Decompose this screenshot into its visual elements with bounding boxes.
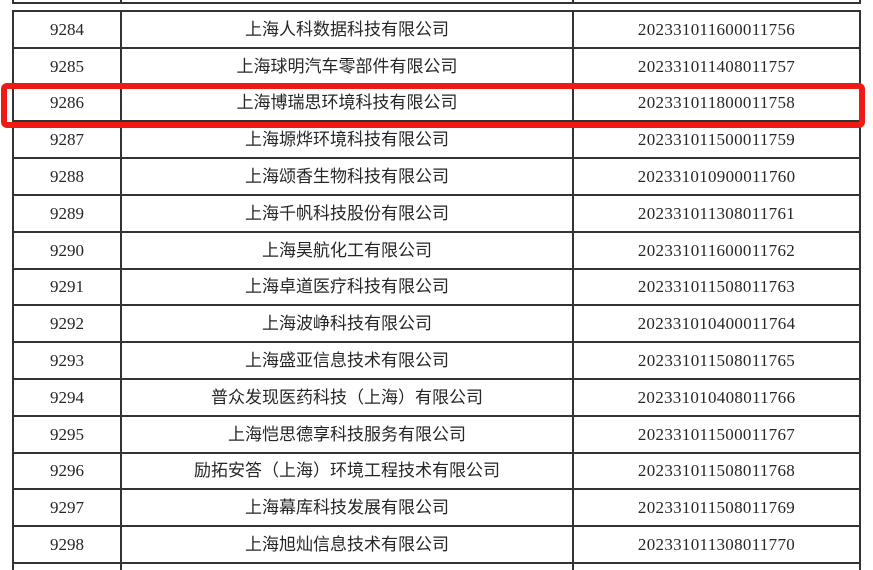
table-row: 9286 上海博瑞思环境科技有限公司 202331011800011758 <box>1 82 865 129</box>
row-index-cell: 9292 <box>14 306 122 342</box>
company-name-cell: 上海千帆科技股份有限公司 <box>122 195 574 231</box>
company-name-cell: 上海球明汽车零部件有限公司 <box>122 48 574 84</box>
company-name-cell: 上海昊航化工有限公司 <box>122 232 574 268</box>
table-row: 9294 普众发现医药科技（上海）有限公司 202331010408011766 <box>12 379 861 417</box>
next-row-border-stub <box>12 563 861 570</box>
table-row: 9292 上海波峥科技有限公司 202331010400011764 <box>12 306 861 344</box>
row-index-cell: 9296 <box>14 453 122 489</box>
previous-row-bottom-line <box>12 2 861 4</box>
previous-row-border-stub <box>12 0 861 2</box>
table-row: 9291 上海卓道医疗科技有限公司 202331011508011763 <box>12 269 861 307</box>
registration-number-cell: 202331011800011758 <box>637 93 796 113</box>
table-row: 9295 上海恺思德享科技服务有限公司 202331011500011767 <box>12 416 861 454</box>
table-row: 9298 上海旭灿信息技术有限公司 202331011308011770 <box>12 527 861 564</box>
company-name-cell: 上海盛亚信息技术有限公司 <box>122 343 574 378</box>
registration-number-cell: 202331011500011767 <box>637 424 796 444</box>
company-table-body: 9284 上海人科数据科技有限公司 202331011600011756 928… <box>1 10 865 564</box>
row-index-cell: 9285 <box>14 48 122 84</box>
company-name-cell: 上海波峥科技有限公司 <box>122 306 574 342</box>
row-index-cell: 9284 <box>14 12 122 47</box>
table-row: 9289 上海千帆科技股份有限公司 202331011308011761 <box>12 195 861 233</box>
company-name-cell: 上海幕库科技发展有限公司 <box>122 490 574 526</box>
row-index-cell: 9290 <box>14 232 122 268</box>
registration-number-cell: 202331010900011760 <box>637 167 796 187</box>
registration-number-cell: 202331010400011764 <box>637 314 796 334</box>
row-gap <box>12 4 861 10</box>
row-index-cell: 9295 <box>14 416 122 452</box>
company-name-cell: 上海人科数据科技有限公司 <box>122 12 574 47</box>
registration-number-cell: 202331011308011761 <box>637 203 796 223</box>
table-row: 9285 上海球明汽车零部件有限公司 202331011408011757 <box>12 48 861 86</box>
company-name-cell: 上海塬烨环境科技有限公司 <box>122 122 574 158</box>
registration-number-cell: 202331011508011765 <box>637 351 796 371</box>
table-row: 9297 上海幕库科技发展有限公司 202331011508011769 <box>12 490 861 528</box>
row-index-cell: 9286 <box>14 85 122 121</box>
registration-number-cell: 202331011508011769 <box>637 498 796 518</box>
registration-number-cell: 202331011508011768 <box>637 461 796 481</box>
row-index-cell: 9293 <box>14 343 122 378</box>
table-row: 9288 上海颂香生物科技有限公司 202331010900011760 <box>12 159 861 196</box>
company-name-cell: 励拓安答（上海）环境工程技术有限公司 <box>122 453 574 489</box>
row-index-cell: 9291 <box>14 269 122 305</box>
table-row: 9296 励拓安答（上海）环境工程技术有限公司 2023310115080117… <box>12 453 861 491</box>
table-row: 9293 上海盛亚信息技术有限公司 202331011508011765 <box>12 343 861 380</box>
table-row: 9287 上海塬烨环境科技有限公司 202331011500011759 <box>12 122 861 160</box>
company-name-cell: 上海颂香生物科技有限公司 <box>122 159 574 194</box>
company-name-cell: 上海卓道医疗科技有限公司 <box>122 269 574 305</box>
row-index-cell: 9287 <box>14 122 122 158</box>
row-index-cell: 9294 <box>14 379 122 415</box>
registration-number-cell: 202331011408011757 <box>637 56 796 76</box>
row-index-cell: 9298 <box>14 527 122 562</box>
registration-number-cell: 202331011600011756 <box>637 19 796 39</box>
registration-number-cell: 202331011508011763 <box>637 277 796 297</box>
table-row: 9290 上海昊航化工有限公司 202331011600011762 <box>12 232 861 270</box>
company-name-cell: 上海博瑞思环境科技有限公司 <box>122 85 574 121</box>
row-index-cell: 9297 <box>14 490 122 526</box>
row-index-cell: 9289 <box>14 195 122 231</box>
company-name-cell: 上海旭灿信息技术有限公司 <box>122 527 574 562</box>
row-index-cell: 9288 <box>14 159 122 194</box>
table-row: 9284 上海人科数据科技有限公司 202331011600011756 <box>12 12 861 49</box>
registration-number-cell: 202331011308011770 <box>637 535 796 555</box>
registration-number-cell: 202331011500011759 <box>637 130 796 150</box>
company-name-cell: 上海恺思德享科技服务有限公司 <box>122 416 574 452</box>
registration-number-cell: 202331010408011766 <box>637 387 796 407</box>
registration-number-cell: 202331011600011762 <box>637 240 796 260</box>
company-name-cell: 普众发现医药科技（上海）有限公司 <box>122 379 574 415</box>
